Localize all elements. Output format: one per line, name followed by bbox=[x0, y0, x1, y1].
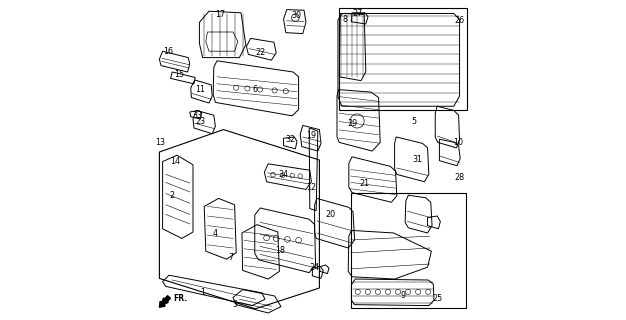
Text: 5: 5 bbox=[411, 117, 416, 126]
Text: 3: 3 bbox=[232, 300, 237, 309]
Text: 13: 13 bbox=[155, 138, 165, 147]
Text: 15: 15 bbox=[174, 70, 184, 79]
Text: 1: 1 bbox=[200, 288, 205, 297]
Text: 12: 12 bbox=[306, 183, 317, 192]
Text: 30: 30 bbox=[291, 12, 301, 20]
Text: 22: 22 bbox=[255, 48, 265, 57]
Text: 6: 6 bbox=[252, 85, 257, 94]
Text: 19: 19 bbox=[306, 132, 317, 140]
Text: 14: 14 bbox=[170, 157, 180, 166]
Text: 27: 27 bbox=[352, 9, 362, 18]
Text: 26: 26 bbox=[454, 16, 464, 25]
Text: 2: 2 bbox=[169, 191, 174, 200]
Text: 18: 18 bbox=[275, 246, 285, 255]
FancyArrow shape bbox=[160, 296, 170, 307]
Text: 16: 16 bbox=[163, 47, 173, 56]
Text: 32: 32 bbox=[285, 135, 295, 144]
Text: 17: 17 bbox=[215, 10, 225, 19]
Bar bbox=[339, 8, 466, 110]
Text: 20: 20 bbox=[326, 210, 336, 219]
Text: 33: 33 bbox=[192, 111, 202, 120]
Text: 8: 8 bbox=[342, 15, 347, 24]
Text: 23: 23 bbox=[195, 117, 205, 126]
Text: 21: 21 bbox=[359, 180, 369, 188]
Bar bbox=[351, 193, 466, 308]
Text: 9: 9 bbox=[400, 291, 405, 300]
Text: 7: 7 bbox=[229, 253, 234, 262]
Text: 28: 28 bbox=[454, 173, 464, 182]
Text: 31: 31 bbox=[412, 156, 422, 164]
Text: 24: 24 bbox=[309, 263, 320, 272]
Text: 34: 34 bbox=[279, 170, 289, 179]
Text: 11: 11 bbox=[195, 85, 205, 94]
Polygon shape bbox=[206, 32, 238, 51]
Text: 4: 4 bbox=[213, 229, 218, 238]
Text: FR.: FR. bbox=[173, 294, 188, 303]
Text: 10: 10 bbox=[454, 138, 464, 147]
Text: 25: 25 bbox=[433, 294, 443, 303]
Text: 29: 29 bbox=[348, 119, 358, 128]
